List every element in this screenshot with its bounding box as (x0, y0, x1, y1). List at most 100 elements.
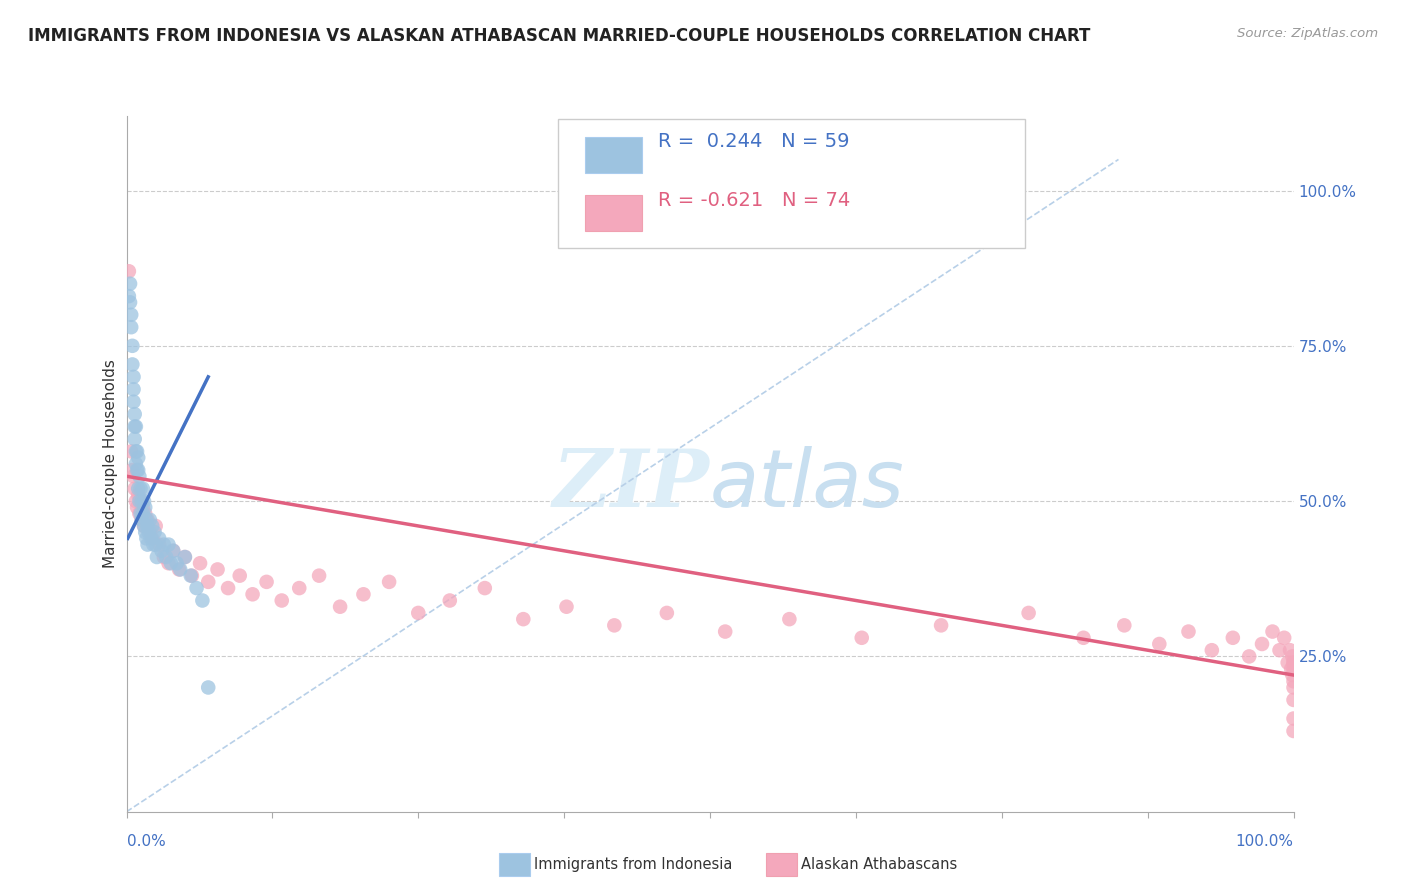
Point (378, 574, 401, 589)
Point (127, 450, 149, 465)
Point (120, 308, 142, 322)
FancyBboxPatch shape (585, 136, 643, 173)
Point (1018, 606, 1040, 620)
Point (135, 513, 157, 527)
Point (603, 618, 626, 632)
Point (131, 513, 153, 527)
Point (134, 507, 156, 521)
Point (125, 457, 148, 471)
Point (778, 612, 800, 626)
Point (242, 587, 264, 601)
Point (229, 568, 252, 582)
Point (188, 556, 211, 570)
Point (929, 618, 952, 632)
Point (153, 538, 176, 552)
Point (169, 562, 191, 576)
Point (121, 339, 143, 353)
Point (1282, 681, 1305, 695)
Point (118, 289, 141, 303)
Point (1281, 668, 1303, 682)
Point (120, 320, 142, 334)
Point (851, 631, 873, 645)
Point (128, 507, 150, 521)
Point (1251, 637, 1274, 651)
FancyBboxPatch shape (585, 194, 643, 231)
Point (408, 606, 430, 620)
Text: atlas: atlas (710, 446, 905, 524)
Point (162, 544, 184, 558)
Point (139, 525, 162, 540)
FancyBboxPatch shape (558, 120, 1025, 248)
Point (1201, 643, 1223, 657)
Text: Source: ZipAtlas.com: Source: ZipAtlas.com (1237, 27, 1378, 40)
Point (127, 463, 149, 477)
Point (125, 500, 148, 515)
Point (127, 482, 149, 496)
Point (134, 500, 156, 515)
Point (145, 538, 167, 552)
Point (128, 469, 150, 483)
Point (329, 599, 352, 614)
Point (127, 488, 149, 502)
Point (139, 532, 162, 546)
Point (132, 519, 155, 533)
Point (129, 507, 152, 521)
Point (512, 612, 534, 626)
Point (132, 507, 155, 521)
Point (197, 574, 219, 589)
Point (146, 549, 169, 564)
Text: 100.0%: 100.0% (1236, 834, 1294, 849)
Point (132, 482, 155, 496)
Point (145, 519, 167, 533)
Point (1282, 693, 1305, 707)
Point (157, 538, 180, 552)
Point (555, 599, 578, 614)
Point (148, 532, 170, 546)
Point (125, 419, 148, 434)
Point (135, 532, 157, 546)
Point (1222, 631, 1244, 645)
Point (174, 549, 197, 564)
Point (1177, 624, 1199, 639)
Point (1282, 712, 1305, 726)
Point (256, 574, 278, 589)
Point (131, 513, 153, 527)
Point (141, 532, 163, 546)
Point (150, 544, 173, 558)
Point (180, 568, 202, 582)
Text: IMMIGRANTS FROM INDONESIA VS ALASKAN ATHABASCAN MARRIED-COUPLE HOUSEHOLDS CORREL: IMMIGRANTS FROM INDONESIA VS ALASKAN ATH… (28, 27, 1091, 45)
Point (125, 444, 148, 458)
Point (122, 382, 145, 396)
Text: ZIP: ZIP (553, 446, 710, 524)
Point (121, 358, 143, 372)
Point (129, 494, 152, 508)
Point (288, 581, 311, 595)
Point (191, 593, 214, 607)
Point (1279, 643, 1302, 657)
Point (439, 593, 461, 607)
Point (122, 469, 145, 483)
Point (1282, 674, 1305, 689)
Text: Alaskan Athabascans: Alaskan Athabascans (801, 857, 957, 871)
Point (197, 681, 219, 695)
Point (132, 494, 155, 508)
Point (125, 444, 148, 458)
Y-axis label: Married-couple Households: Married-couple Households (103, 359, 118, 568)
Point (1261, 624, 1284, 639)
Point (308, 568, 330, 582)
Point (1268, 643, 1291, 657)
Point (474, 581, 496, 595)
Point (1282, 662, 1305, 676)
Point (1282, 656, 1305, 670)
Point (132, 519, 155, 533)
Point (121, 463, 143, 477)
Point (180, 568, 202, 582)
Point (352, 587, 374, 601)
Point (148, 538, 170, 552)
Point (186, 581, 208, 595)
Point (1279, 662, 1302, 676)
Point (125, 463, 148, 477)
Point (124, 407, 146, 421)
Point (174, 549, 197, 564)
Point (1237, 649, 1260, 664)
